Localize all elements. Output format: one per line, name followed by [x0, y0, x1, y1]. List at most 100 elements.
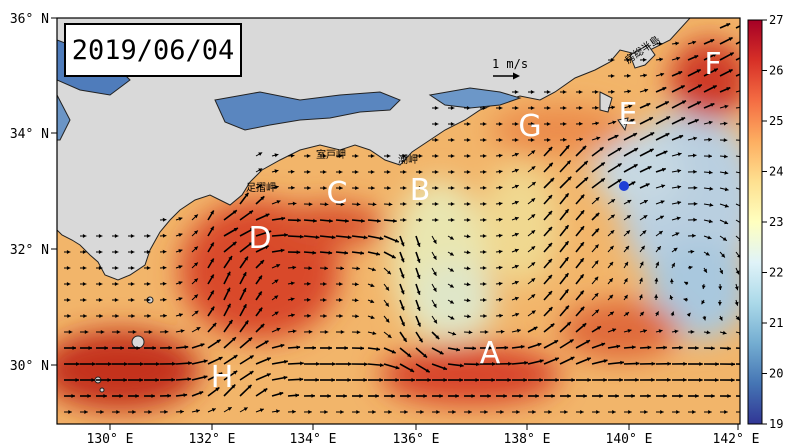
current-vector-head	[449, 268, 454, 272]
current-vector-head	[531, 278, 536, 283]
current-vector-head	[232, 241, 237, 246]
current-vector-head	[565, 305, 569, 310]
current-vector-head	[550, 178, 554, 182]
current-vector-head	[338, 170, 343, 174]
current-vector-head	[91, 378, 95, 382]
current-vector-head	[372, 331, 377, 336]
current-vector	[735, 203, 740, 207]
current-vector-head	[107, 378, 111, 382]
current-vector-head	[620, 360, 624, 365]
current-vector-head	[717, 301, 722, 306]
current-vector-head	[565, 145, 570, 150]
current-vector-head	[731, 362, 735, 367]
current-vector-head	[203, 359, 208, 364]
current-vector-head	[624, 278, 628, 283]
current-vector-head	[339, 186, 343, 190]
current-vector-head	[595, 228, 599, 233]
current-vector-head	[586, 357, 591, 362]
current-vector-head	[659, 41, 663, 46]
current-vector-head	[324, 330, 329, 334]
current-vector-head	[258, 152, 263, 156]
current-vector-head	[654, 294, 659, 298]
current-vector-head	[194, 278, 198, 283]
current-vector-head	[669, 295, 674, 300]
current-vector-head	[265, 213, 270, 218]
current-vector-head	[423, 394, 427, 398]
colorbar-tick-label: 22	[769, 266, 783, 280]
current-vector-head	[71, 394, 75, 398]
current-vector-head	[625, 312, 629, 316]
current-vector-head	[548, 243, 552, 247]
current-vector-head	[630, 119, 635, 123]
current-vector-head	[531, 214, 536, 219]
current-vector-head	[498, 217, 503, 222]
current-vector-head	[323, 186, 327, 190]
current-vector-head	[66, 266, 71, 270]
current-vector-head	[162, 249, 167, 254]
current-vector-head	[708, 154, 712, 159]
current-vector	[735, 235, 740, 241]
current-vector-head	[546, 138, 551, 142]
current-vector-head	[683, 377, 687, 382]
current-vector-head	[743, 394, 747, 398]
current-vector-head	[734, 301, 739, 306]
current-vector-head	[324, 202, 329, 207]
current-vector-head	[661, 184, 666, 189]
map-frame	[56, 17, 741, 425]
current-vector-head	[196, 409, 200, 413]
current-vector-head	[567, 176, 572, 181]
current-vector-head	[194, 246, 198, 251]
current-vector-head	[215, 387, 220, 392]
current-vector-head	[233, 370, 238, 375]
current-vector-head	[231, 384, 236, 389]
current-vector-head	[610, 214, 615, 219]
current-vector-head	[612, 120, 617, 125]
current-vector-head	[371, 186, 375, 190]
region-label-e: E	[619, 97, 638, 132]
current-vector-head	[468, 330, 473, 335]
current-vector-head	[655, 261, 660, 266]
current-vector-head	[708, 219, 713, 224]
current-vector-head	[649, 148, 654, 153]
current-vector-head	[719, 270, 723, 274]
current-vector-head	[504, 345, 509, 350]
current-vector-head	[395, 365, 400, 370]
current-vector-head	[564, 257, 569, 262]
current-vector-head	[647, 394, 651, 398]
current-vector-head	[449, 236, 454, 240]
current-vector-head	[300, 361, 304, 366]
current-vector-head	[418, 154, 423, 158]
current-vector-head	[514, 152, 519, 157]
current-vector-head	[130, 282, 135, 286]
current-vector-head	[312, 345, 316, 350]
current-vector-head	[136, 346, 140, 350]
current-vector-head	[580, 306, 585, 311]
current-vector-head	[729, 52, 734, 57]
current-vector-head	[676, 56, 681, 61]
current-vector-head	[523, 378, 527, 382]
current-vector-head	[266, 357, 271, 362]
current-vector-head	[284, 233, 288, 237]
current-vector-head	[660, 72, 665, 77]
current-vector-head	[726, 87, 731, 91]
current-vector-head	[344, 346, 348, 350]
current-vector-head	[498, 185, 503, 190]
current-vector-head	[88, 346, 92, 350]
current-vector-head	[499, 313, 503, 318]
current-vector-head	[291, 185, 295, 190]
current-vector-head	[459, 363, 464, 368]
current-vector-head	[146, 250, 151, 254]
current-vector-head	[263, 388, 268, 393]
current-vector-head	[402, 170, 407, 174]
current-vector-head	[386, 170, 391, 174]
current-vector-head	[535, 394, 539, 398]
current-vector-head	[702, 316, 707, 321]
current-vector-head	[466, 298, 471, 303]
current-vector-head	[391, 394, 395, 398]
current-vector-head	[66, 250, 71, 254]
current-vector-head	[312, 250, 317, 255]
current-vector-head	[328, 346, 332, 350]
current-vector-head	[715, 362, 719, 367]
current-vector-head	[712, 53, 717, 57]
current-vector-head	[482, 282, 487, 286]
